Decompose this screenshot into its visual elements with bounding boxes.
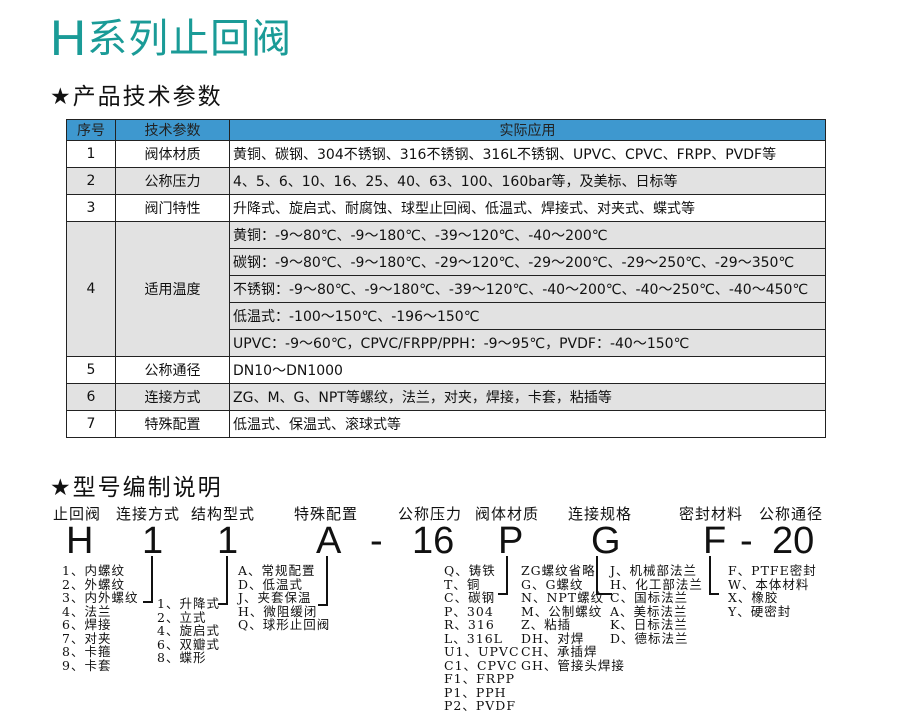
list-connection: 1、内螺纹 2、外螺纹 3、内外螺纹 4、法兰 6、焊接 7、对夹 8、卡箍 9… [62, 563, 139, 673]
list-seal: F、PTFE密封 W、本体材料 X、橡胶 Y、硬密封 [728, 563, 817, 619]
code-dash2: - [740, 520, 753, 562]
label-seal: 密封材料 [679, 505, 744, 523]
table-row: 2 公称压力 4、5、6、10、16、25、40、63、100、160bar等，及美… [66, 167, 826, 195]
table-subrow: UPVC：-9～60℃，CPVC/FRPP/PPH：-9～95℃，PVDF：-4… [67, 329, 826, 357]
code-dash: - [370, 520, 383, 562]
table-row: 5 公称通径 DN10～DN1000 [66, 356, 826, 384]
list-special: A、常规配置 D、低温式 J、夹套保温 H、微阻缓闭 Q、球形止回阀 [238, 563, 331, 632]
bracket-special [318, 556, 328, 606]
code-special: A [316, 520, 342, 562]
code-dn: 20 [772, 520, 815, 562]
list-thread: ZG螺纹省略 G、G螺纹 N、NPT螺纹 M、公制螺纹 Z、粘插 DH、对焊 C… [521, 563, 625, 673]
table-row: 1 阀体材质 黄铜、碳钢、304不锈钢、316不锈钢、316L不锈钢、UPVC、CP… [66, 140, 826, 168]
label-check-valve: 止回阀 [53, 505, 102, 523]
table-subrow: 不锈钢：-9～80℃、-9～180℃、-39～120℃、-40～200℃、-40… [67, 275, 826, 303]
code-connection: 1 [142, 520, 164, 562]
label-dn: 公称通径 [759, 505, 824, 523]
label-material: 阀体材质 [475, 505, 540, 523]
list-flange: J、机械部法兰 H、化工部法兰 C、国标法兰 A、美标法兰 K、日标法兰 D、德… [610, 563, 703, 646]
label-special: 特殊配置 [294, 505, 359, 523]
spec-table: 序号 技术参数 实际应用 1 阀体材质 黄铜、碳钢、304不锈钢、316不锈钢、31… [66, 119, 826, 438]
code-material: P [498, 520, 524, 562]
table-row: 4 适用温度 黄铜：-9～80℃、-9～180℃、-39～120℃、-40～200℃ [66, 221, 826, 357]
table-subrow: 碳钢：-9～80℃、-9～180℃、-29～120℃、-29～200℃、-29～… [67, 248, 826, 276]
table-row: 6 连接方式 ZG、M、G、NPT等螺纹，法兰，对夹，焊接，卡套，粘插等 [66, 383, 826, 411]
code-pressure: 16 [412, 520, 455, 562]
code-seal: F [703, 520, 727, 562]
label-structure: 结构型式 [191, 505, 256, 523]
bracket-seal [709, 556, 719, 595]
table-header: 序号 技术参数 实际应用 [66, 119, 826, 141]
list-material: Q、铸铁 T、铜 C、碳钢 P、304 R、316 L、316L U1、UPVC… [444, 563, 520, 713]
section-title-model: ★型号编制说明 [50, 475, 223, 501]
section-title-specs: ★产品技术参数 [50, 84, 223, 110]
bracket-connection [143, 556, 153, 603]
label-pressure: 公称压力 [398, 505, 463, 523]
bracket-conn-spec [596, 556, 612, 595]
label-conn-spec: 连接规格 [568, 505, 633, 523]
code-h: H [66, 520, 94, 562]
list-structure: 1、升降式 2、立式 4、旋启式 6、双瓣式 8、蝶形 [157, 596, 220, 665]
table-row: 3 阀门特性 升降式、旋启式、耐腐蚀、球型止回阀、低温式、焊接式、对夹式、蝶式等 [66, 194, 826, 222]
table-row: 7 特殊配置 低温式、保温式、滚球式等 [66, 410, 826, 438]
page-title: H系列止回阀 [50, 10, 293, 66]
code-conn-spec: G [591, 520, 621, 562]
code-structure: 1 [217, 520, 239, 562]
label-connection: 连接方式 [116, 505, 181, 523]
bracket-material [498, 556, 508, 595]
bracket-structure [218, 556, 228, 605]
